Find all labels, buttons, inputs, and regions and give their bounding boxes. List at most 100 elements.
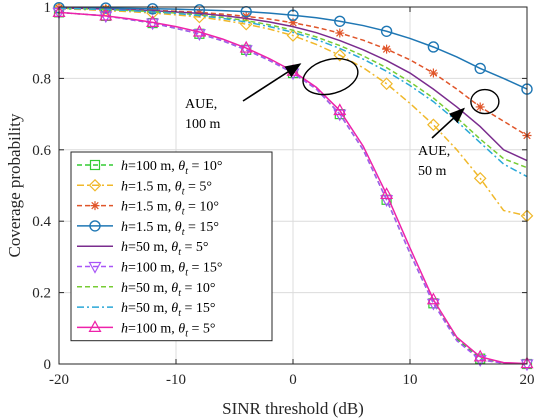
data-point-marker xyxy=(426,292,440,305)
y-tick-label: 0.6 xyxy=(32,143,51,159)
legend-label-part: θ xyxy=(178,321,185,336)
legend-label-part: = 5° xyxy=(184,179,212,194)
data-point-marker xyxy=(100,2,112,14)
legend-label-part: h xyxy=(121,281,128,296)
data-point-marker xyxy=(239,40,253,53)
legend-label-part: h xyxy=(121,220,128,235)
x-tick-label: -20 xyxy=(49,372,69,388)
data-point-marker xyxy=(520,356,534,369)
axis-ticks: -20 -10 0 10 20 0 0.2 0.4 0.6 0.8 1 xyxy=(32,0,534,388)
legend-label-part: t xyxy=(185,268,188,279)
legend-label-part: = 10° xyxy=(181,281,216,296)
legend-label-part: h xyxy=(121,200,128,215)
legend-label: h=1.5 m, θt = 10° xyxy=(121,200,219,218)
callout-arrow xyxy=(431,107,465,139)
legend-label: h=1.5 m, θt = 5° xyxy=(121,179,212,197)
legend-label-part: θ xyxy=(175,179,182,194)
annotation-line: 100 m xyxy=(185,117,221,132)
legend-label: h=50 m, θt = 15° xyxy=(121,301,215,319)
legend-label-part: θ xyxy=(171,301,178,316)
annotation-line: 50 m xyxy=(418,164,447,179)
y-tick-label: 0.4 xyxy=(32,214,51,230)
data-point-marker xyxy=(473,172,487,185)
series-line xyxy=(58,8,528,217)
x-tick-label: -10 xyxy=(166,372,186,388)
data-point-marker xyxy=(333,103,347,116)
legend-label-part: θ xyxy=(171,281,178,296)
data-point-marker xyxy=(427,41,440,53)
series-line xyxy=(58,7,528,162)
legend-label: h=50 m, θt = 10° xyxy=(121,281,215,299)
y-tick-label: 1 xyxy=(44,0,52,16)
data-point-marker xyxy=(286,29,300,42)
legend-label: h=1.5 m, θt = 15° xyxy=(121,220,219,238)
legend-label-part: t xyxy=(185,166,188,177)
legend-label-part: =1.5 m, xyxy=(128,200,175,215)
data-point-marker xyxy=(146,18,160,31)
legend-label-part: t xyxy=(185,328,188,339)
data-point-marker xyxy=(192,29,206,42)
series-50m-5deg xyxy=(58,7,528,162)
legend-label-part: h xyxy=(121,301,128,316)
data-point-marker xyxy=(334,15,346,27)
x-tick-label: 10 xyxy=(403,372,418,388)
legend-label-part: = 15° xyxy=(188,261,223,276)
callout-ellipse xyxy=(302,57,359,96)
legend-label-part: h xyxy=(121,240,128,255)
y-axis-label: Coverage probability xyxy=(5,113,24,257)
data-point-marker xyxy=(192,24,206,37)
data-point-marker xyxy=(382,44,392,54)
legend-label-part: =50 m, xyxy=(128,301,171,316)
legend-label-part: t xyxy=(178,288,181,299)
data-point-marker xyxy=(380,25,393,37)
data-point-marker xyxy=(288,18,298,28)
legend-label-part: θ xyxy=(175,200,182,215)
legend-label-part: =100 m, xyxy=(128,261,178,276)
legend-label-part: =1.5 m, xyxy=(128,179,175,194)
legend-label-part: h xyxy=(121,159,128,174)
legend-label-part: =100 m, xyxy=(128,159,178,174)
series-50m-15deg xyxy=(58,7,528,178)
data-point-marker xyxy=(333,48,347,62)
data-point-marker xyxy=(239,45,253,58)
legend-marker xyxy=(89,159,101,171)
legend-label-part: θ xyxy=(178,159,185,174)
legend-label: h=100 m, θt = 15° xyxy=(121,261,222,279)
legend-label-part: t xyxy=(178,308,181,319)
x-tick-label: 20 xyxy=(520,372,535,388)
series-15m-15deg xyxy=(53,2,533,95)
data-point-marker xyxy=(380,77,393,91)
legend-label-part: θ xyxy=(171,240,178,255)
annotation-label: AUE, 100 m xyxy=(185,97,221,132)
data-point-marker xyxy=(99,8,113,21)
data-point-marker xyxy=(473,349,487,362)
annotations: AUE, 100 m AUE, 50 m xyxy=(185,57,500,179)
data-point-marker xyxy=(428,68,438,78)
legend-label-part: =50 m, xyxy=(128,240,171,255)
data-point-marker xyxy=(335,28,345,38)
callout-ellipse xyxy=(470,88,500,115)
data-point-marker xyxy=(146,3,159,15)
legend-label-part: h xyxy=(121,321,128,336)
legend-marker xyxy=(90,201,100,211)
data-point-marker xyxy=(475,102,485,112)
legend-label-part: t xyxy=(182,207,185,218)
legend-marker xyxy=(88,261,102,274)
legend-marker xyxy=(88,320,102,332)
y-tick-label: 0 xyxy=(44,357,52,373)
legend-label: h=100 m, θt = 5° xyxy=(121,321,215,339)
x-tick-label: 0 xyxy=(289,372,297,388)
series-line xyxy=(58,7,528,178)
legend-label: h=100 m, θt = 10° xyxy=(121,159,222,177)
legend-marker xyxy=(89,220,101,232)
annotation-line: AUE, xyxy=(418,144,450,159)
y-tick-label: 0.8 xyxy=(32,71,51,87)
data-point-marker xyxy=(146,15,160,27)
annotation-line: AUE, xyxy=(185,97,217,112)
legend-label-part: h xyxy=(121,261,128,276)
legend-label-part: θ xyxy=(178,261,185,276)
legend-label-part: h xyxy=(121,179,128,194)
x-axis-label: SINR threshold (dB) xyxy=(222,399,364,418)
legend-label-part: t xyxy=(178,247,181,258)
